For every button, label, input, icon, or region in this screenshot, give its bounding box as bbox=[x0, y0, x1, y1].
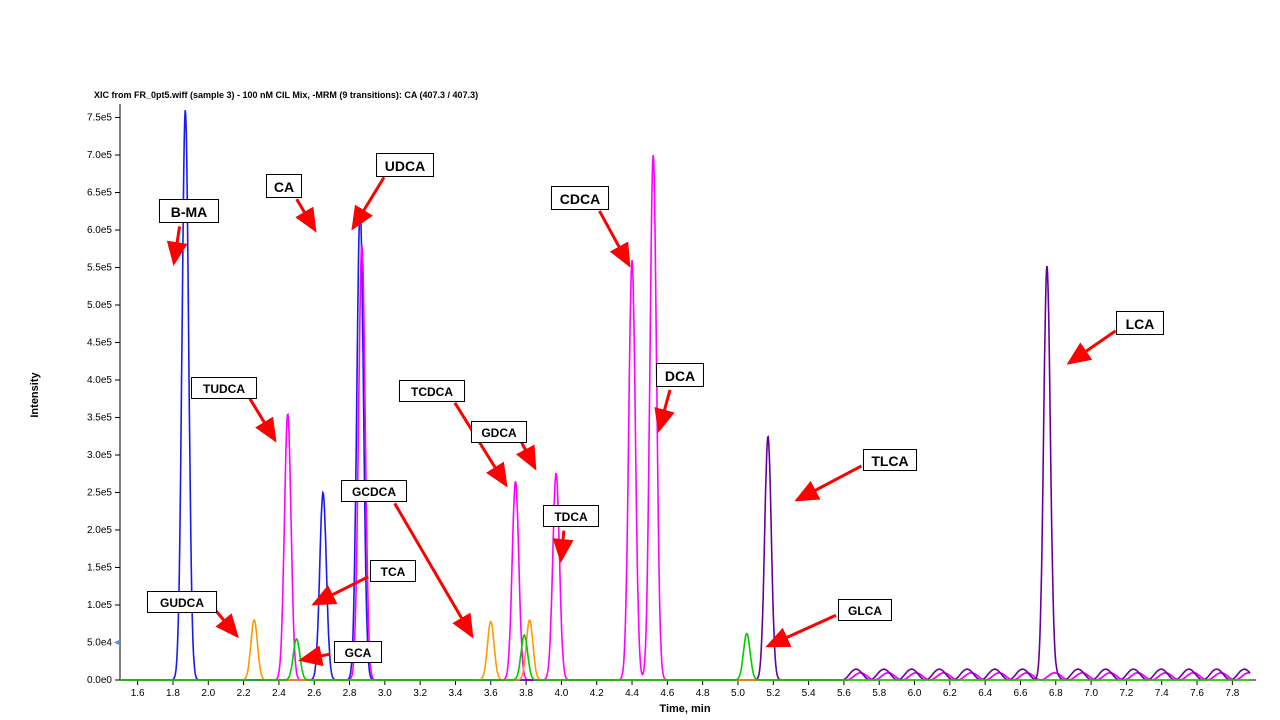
svg-text:7.8: 7.8 bbox=[1225, 688, 1239, 699]
svg-text:0.0e0: 0.0e0 bbox=[87, 675, 112, 686]
svg-text:2.0: 2.0 bbox=[201, 688, 215, 699]
svg-text:2.2: 2.2 bbox=[237, 688, 251, 699]
peak-label: LCA bbox=[1116, 311, 1164, 335]
svg-text:5.0: 5.0 bbox=[731, 688, 745, 699]
svg-text:3.0e5: 3.0e5 bbox=[87, 450, 112, 461]
peak-label: GDCA bbox=[471, 421, 527, 443]
svg-text:7.0e5: 7.0e5 bbox=[87, 150, 112, 161]
svg-text:7.4: 7.4 bbox=[1155, 688, 1169, 699]
svg-text:7.2: 7.2 bbox=[1119, 688, 1133, 699]
peak-label: GUDCA bbox=[147, 591, 217, 613]
peak-label: GCA bbox=[334, 641, 382, 663]
svg-text:1.0e5: 1.0e5 bbox=[87, 600, 112, 611]
svg-text:5.0e5: 5.0e5 bbox=[87, 300, 112, 311]
svg-text:6.5e5: 6.5e5 bbox=[87, 188, 112, 199]
svg-text:6.8: 6.8 bbox=[1049, 688, 1063, 699]
svg-text:2.0e5: 2.0e5 bbox=[87, 525, 112, 536]
svg-text:Intensity: Intensity bbox=[29, 372, 41, 418]
svg-text:4.8: 4.8 bbox=[696, 688, 710, 699]
svg-text:5.4: 5.4 bbox=[802, 688, 816, 699]
svg-text:4.5e5: 4.5e5 bbox=[87, 338, 112, 349]
svg-text:5.2: 5.2 bbox=[766, 688, 780, 699]
svg-text:2.8: 2.8 bbox=[343, 688, 357, 699]
svg-text:6.0: 6.0 bbox=[908, 688, 922, 699]
svg-text:4.0e5: 4.0e5 bbox=[87, 375, 112, 386]
peak-label: TCA bbox=[370, 560, 416, 582]
svg-text:1.5e5: 1.5e5 bbox=[87, 563, 112, 574]
svg-text:3.2: 3.2 bbox=[413, 688, 427, 699]
svg-text:6.4: 6.4 bbox=[978, 688, 992, 699]
peak-label: CDCA bbox=[551, 186, 609, 210]
svg-text:4.2: 4.2 bbox=[590, 688, 604, 699]
peak-label: GLCA bbox=[838, 599, 892, 621]
svg-text:3.0: 3.0 bbox=[378, 688, 392, 699]
svg-text:2.4: 2.4 bbox=[272, 688, 286, 699]
svg-text:7.5e5: 7.5e5 bbox=[87, 113, 112, 124]
chromatogram-plot: 0.0e0 5.0e4 1.0e5 1.5e5 2.0e5 2.5e5 3.0e5 3.5e5… bbox=[0, 0, 1280, 720]
svg-text:3.5e5: 3.5e5 bbox=[87, 413, 112, 424]
svg-text:5.5e5: 5.5e5 bbox=[87, 263, 112, 274]
svg-text:6.2: 6.2 bbox=[943, 688, 957, 699]
peak-label: UDCA bbox=[376, 153, 434, 177]
svg-text:7.0: 7.0 bbox=[1084, 688, 1098, 699]
svg-text:7.6: 7.6 bbox=[1190, 688, 1204, 699]
svg-text:5.0e4: 5.0e4 bbox=[87, 638, 112, 649]
svg-text:3.4: 3.4 bbox=[449, 688, 463, 699]
peak-label: TLCA bbox=[863, 449, 917, 471]
peak-label: TUDCA bbox=[191, 377, 257, 399]
svg-text:6.0e5: 6.0e5 bbox=[87, 225, 112, 236]
peak-label: TCDCA bbox=[399, 380, 465, 402]
svg-text:1.8: 1.8 bbox=[166, 688, 180, 699]
svg-text:4.4: 4.4 bbox=[625, 688, 639, 699]
svg-text:4.0: 4.0 bbox=[554, 688, 568, 699]
svg-text:Time, min: Time, min bbox=[659, 703, 710, 715]
peak-label: B-MA bbox=[159, 199, 219, 223]
svg-text:4.6: 4.6 bbox=[660, 688, 674, 699]
svg-text:3.8: 3.8 bbox=[519, 688, 533, 699]
peak-label: DCA bbox=[656, 363, 704, 387]
svg-text:3.6: 3.6 bbox=[484, 688, 498, 699]
svg-text:XIC from FR_0pt5.wiff (sample: XIC from FR_0pt5.wiff (sample 3) - 100 n… bbox=[94, 90, 478, 100]
svg-text:2.5e5: 2.5e5 bbox=[87, 488, 112, 499]
svg-text:2.6: 2.6 bbox=[307, 688, 321, 699]
svg-text:6.6: 6.6 bbox=[1014, 688, 1028, 699]
svg-text:1.6: 1.6 bbox=[131, 688, 145, 699]
svg-text:5.8: 5.8 bbox=[872, 688, 886, 699]
peak-label: TDCA bbox=[543, 505, 599, 527]
svg-text:5.6: 5.6 bbox=[837, 688, 851, 699]
peak-label: CA bbox=[266, 174, 302, 198]
peak-label: GCDCA bbox=[341, 480, 407, 502]
